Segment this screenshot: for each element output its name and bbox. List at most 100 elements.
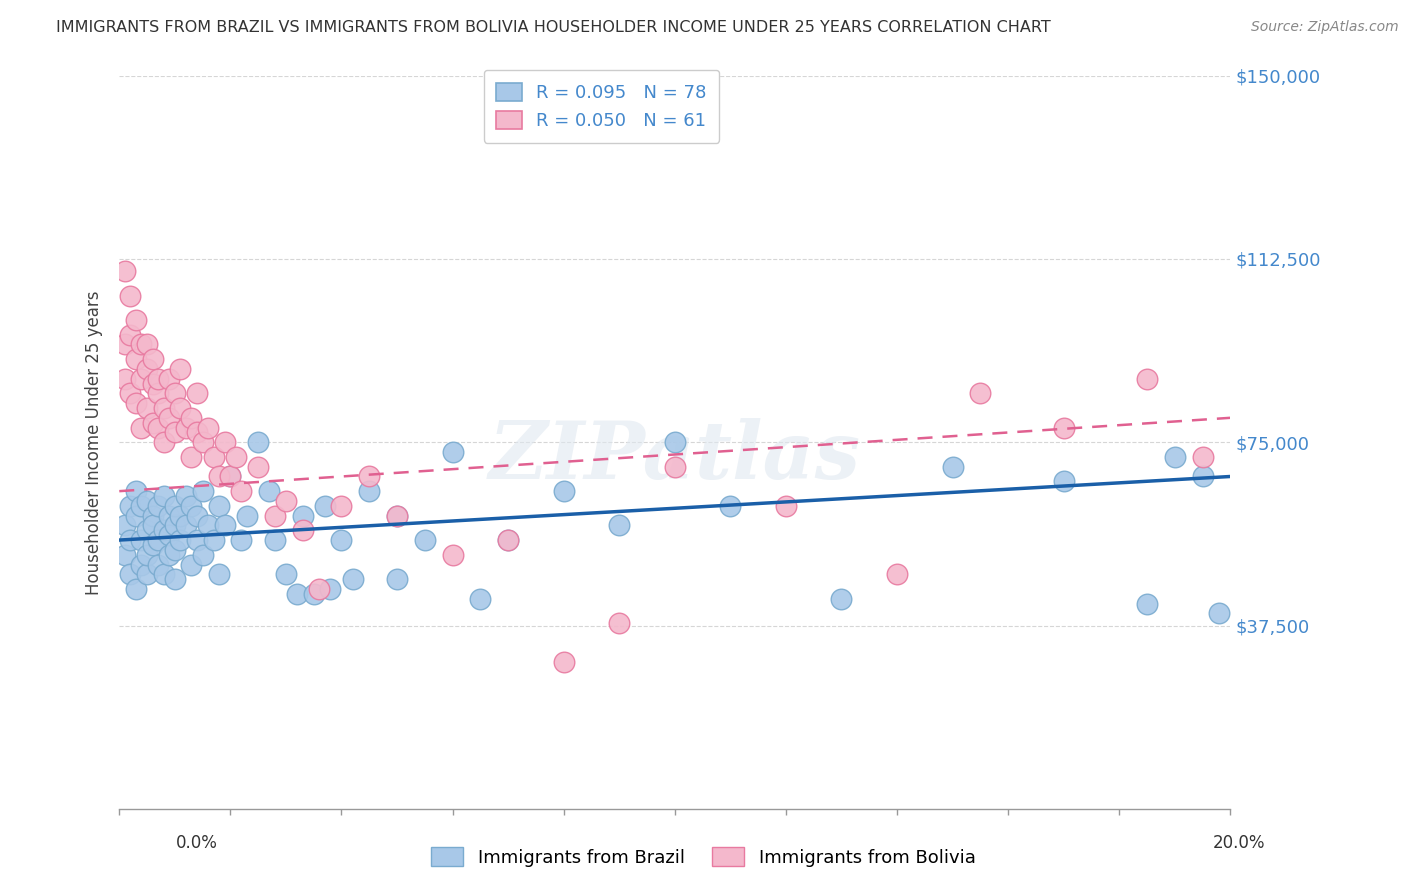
Point [180,410,202,425]
Point [969,386,991,401]
Point [157,548,180,562]
Point [214,518,236,533]
Point [125,484,148,499]
Point [131,499,153,513]
Text: 20.0%: 20.0% [1213,834,1265,852]
Point [142,416,165,430]
Point [208,499,231,513]
Point [169,401,191,415]
Point [142,352,165,367]
Point [146,372,169,386]
Point [302,587,325,601]
Point [1191,450,1213,464]
Point [157,372,180,386]
Point [131,558,153,572]
Point [263,508,285,523]
Point [1136,372,1159,386]
Point [142,538,165,552]
Point [131,533,153,547]
Y-axis label: Householder Income Under 25 years: Householder Income Under 25 years [86,290,103,594]
Point [191,435,214,450]
Point [607,616,630,631]
Point [131,337,153,351]
Point [152,435,174,450]
Point [385,508,408,523]
Point [385,508,408,523]
Point [136,548,159,562]
Point [202,533,225,547]
Point [441,548,464,562]
Point [553,484,575,499]
Point [664,435,686,450]
Point [664,459,686,474]
Point [441,445,464,459]
Point [942,459,965,474]
Point [114,518,136,533]
Point [197,420,219,434]
Point [125,313,148,327]
Point [146,533,169,547]
Point [157,528,180,542]
Point [114,548,136,562]
Point [1053,475,1076,489]
Point [114,337,136,351]
Point [291,508,314,523]
Point [186,386,208,401]
Point [259,484,281,499]
Text: IMMIGRANTS FROM BRAZIL VS IMMIGRANTS FROM BOLIVIA HOUSEHOLDER INCOME UNDER 25 YE: IMMIGRANTS FROM BRAZIL VS IMMIGRANTS FRO… [56,20,1052,35]
Point [163,499,186,513]
Point [163,425,186,440]
Point [120,533,142,547]
Point [1053,420,1076,434]
Point [208,567,231,582]
Point [163,572,186,586]
Point [186,508,208,523]
Point [191,548,214,562]
Point [163,386,186,401]
Point [247,459,270,474]
Point [330,499,353,513]
Point [247,435,270,450]
Point [125,508,148,523]
Point [314,499,336,513]
Point [125,582,148,596]
Point [886,567,908,582]
Point [319,582,342,596]
Point [163,542,186,557]
Point [120,288,142,302]
Legend: Immigrants from Brazil, Immigrants from Bolivia: Immigrants from Brazil, Immigrants from … [423,840,983,874]
Point [342,572,364,586]
Point [152,523,174,537]
Point [163,518,186,533]
Point [174,489,197,503]
Point [120,499,142,513]
Text: 0.0%: 0.0% [176,834,218,852]
Point [470,591,492,606]
Point [114,372,136,386]
Point [330,533,353,547]
Point [120,567,142,582]
Point [219,469,242,483]
Point [1164,450,1187,464]
Point [225,450,247,464]
Text: Source: ZipAtlas.com: Source: ZipAtlas.com [1251,20,1399,34]
Point [186,533,208,547]
Point [180,450,202,464]
Point [1208,607,1230,621]
Point [125,352,148,367]
Point [114,264,136,278]
Point [169,362,191,376]
Point [231,484,253,499]
Point [152,401,174,415]
Point [142,508,165,523]
Point [186,425,208,440]
Point [125,396,148,410]
Point [142,518,165,533]
Point [1191,469,1213,483]
Legend: R = 0.095   N = 78, R = 0.050   N = 61: R = 0.095 N = 78, R = 0.050 N = 61 [484,70,720,143]
Point [146,420,169,434]
Point [285,587,308,601]
Point [120,386,142,401]
Point [208,469,231,483]
Point [607,518,630,533]
